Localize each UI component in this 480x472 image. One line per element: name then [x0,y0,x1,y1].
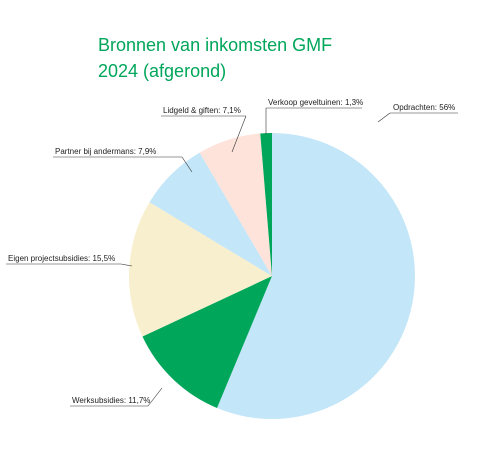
pie-slice [149,152,272,276]
slice-label: Werksubsidies: 11,7% [72,396,150,405]
leader-line [120,263,133,267]
pie-slice [260,133,272,276]
pie-slice [142,276,272,409]
pie-slice [128,202,272,337]
slice-label: Eigen projectsubsidies: 15,5% [8,254,115,263]
chart-title: Bronnen van inkomsten GMF 2024 (afgerond… [98,35,333,81]
pie-slice [199,133,272,276]
slice-label: Opdrachten: 56% [393,103,455,112]
leader-line [181,156,193,173]
leader-line [147,387,163,407]
leader-line [377,112,391,123]
slice-label: Verkoop geveltuinen: 1,3% [268,98,363,107]
slice-label: Lidgeld & giften: 7,1% [163,106,241,115]
leader-line [231,115,247,153]
pie-slice [217,133,415,419]
slice-label: Partner bij andermans: 7,9% [55,147,156,156]
